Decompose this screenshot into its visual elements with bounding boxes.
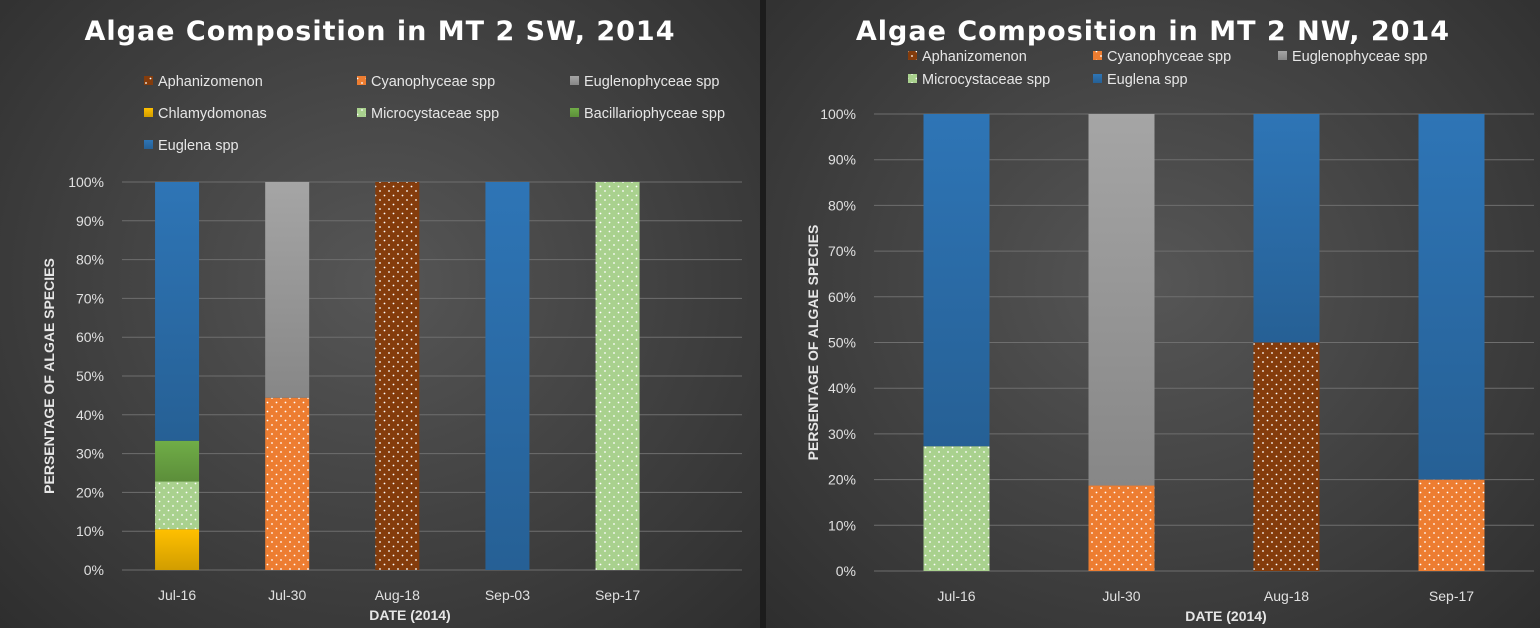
x-tick-label: Jul-30	[268, 587, 306, 603]
legend-swatch-euglenophyceae-spp	[570, 76, 579, 85]
chart-title-nw: Algae Composition in MT 2 NW, 2014	[855, 16, 1451, 47]
legend-swatch-euglenophyceae-spp	[1278, 51, 1287, 60]
legend-label-microcystaceae-spp: Microcystaceae spp	[371, 106, 499, 122]
y-tick-label: 50%	[76, 368, 104, 384]
bar-aphanizomenon-aug-18	[1253, 342, 1320, 571]
legend-label-euglenophyceae-spp: Euglenophyceae spp	[1292, 49, 1427, 65]
bar-chlamydomonas-jul-16	[155, 529, 200, 570]
legend-swatch-cyanophyceae-spp	[1093, 51, 1102, 60]
legend-swatch-aphanizomenon	[908, 51, 917, 60]
legend-swatch-euglena-spp	[144, 140, 153, 149]
x-tick-label: Sep-17	[1429, 588, 1474, 604]
bar-euglenophyceae-spp-jul-30	[265, 182, 310, 398]
bar-microcystaceae-spp-jul-16	[155, 481, 200, 530]
x-tick-label: Jul-30	[1102, 588, 1140, 604]
panel-divider	[760, 0, 766, 628]
legend-swatch-euglena-spp	[1093, 74, 1102, 83]
bar-euglenophyceae-spp-jul-30	[1088, 114, 1155, 486]
y-tick-label: 100%	[820, 106, 856, 122]
x-tick-label: Aug-18	[1264, 588, 1309, 604]
legend-swatch-microcystaceae-spp	[357, 108, 366, 117]
legend-label-euglena-spp: Euglena spp	[158, 138, 239, 154]
y-tick-label: 60%	[828, 289, 856, 305]
y-tick-label: 80%	[828, 197, 856, 213]
legend-label-aphanizomenon: Aphanizomenon	[922, 49, 1027, 65]
x-axis-label: DATE (2014)	[1185, 608, 1266, 624]
legend-label-aphanizomenon: Aphanizomenon	[158, 74, 263, 90]
legend-swatch-aphanizomenon	[144, 76, 153, 85]
legend-label-cyanophyceae-spp: Cyanophyceae spp	[371, 74, 495, 90]
x-tick-label: Sep-17	[595, 587, 640, 603]
y-tick-label: 40%	[828, 380, 856, 396]
y-axis-label: PERSENTAGE OF ALGAE SPECIES	[805, 225, 821, 461]
legend-label-euglena-spp: Euglena spp	[1107, 72, 1188, 88]
y-tick-label: 100%	[68, 174, 104, 190]
bar-cyanophyceae-spp-jul-30	[265, 397, 310, 570]
chart-sw: 0% 10% 20% 30% 40% 50% 60% 70% 80% 90% 100% Jul-16 J…	[41, 74, 742, 623]
y-tick-label: 50%	[828, 335, 856, 351]
legend-label-microcystaceae-spp: Microcystaceae spp	[922, 72, 1050, 88]
y-tick-label: 20%	[76, 484, 104, 500]
bar-euglena-spp-sep-03	[485, 182, 530, 570]
y-tick-label: 10%	[76, 523, 104, 539]
chart-panel-sw: Algae Composition in MT 2 SW, 2014 0% 10%…	[0, 0, 760, 628]
bar-aphanizomenon-aug-18	[375, 182, 420, 570]
y-tick-label: 10%	[828, 517, 856, 533]
bar-microcystaceae-spp-jul-16	[923, 446, 990, 571]
chart-nw: 0% 10% 20% 30% 40% 50% 60% 70% 80% 90% 100% Jul-16 J…	[805, 49, 1534, 624]
bar-euglena-spp-aug-18	[1253, 114, 1320, 343]
chart-title-sw: Algae Composition in MT 2 SW, 2014	[84, 16, 676, 47]
y-tick-label: 0%	[84, 562, 104, 578]
bar-cyanophyceae-spp-sep-17	[1418, 479, 1485, 571]
bar-bacillariophyceae-spp-jul-16	[155, 440, 200, 482]
x-tick-label: Jul-16	[158, 587, 196, 603]
y-tick-label: 20%	[828, 472, 856, 488]
y-tick-label: 80%	[76, 252, 104, 268]
y-tick-label: 70%	[76, 290, 104, 306]
x-axis-label: DATE (2014)	[369, 607, 450, 623]
legend-swatch-bacillariophyceae-spp	[570, 108, 579, 117]
chart-panel-nw: Algae Composition in MT 2 NW, 2014 0% 10%…	[766, 0, 1540, 628]
legend-label-cyanophyceae-spp: Cyanophyceae spp	[1107, 49, 1231, 65]
y-tick-label: 90%	[76, 213, 104, 229]
bar-euglena-spp-jul-16	[923, 114, 990, 447]
legend-swatch-microcystaceae-spp	[908, 74, 917, 83]
y-tick-label: 70%	[828, 243, 856, 259]
bar-cyanophyceae-spp-jul-30	[1088, 485, 1155, 571]
y-tick-label: 90%	[828, 152, 856, 168]
legend-swatch-chlamydomonas	[144, 108, 153, 117]
y-tick-label: 30%	[76, 446, 104, 462]
bar-euglena-spp-sep-17	[1418, 114, 1485, 480]
y-tick-label: 60%	[76, 329, 104, 345]
y-axis-label: PERSENTAGE OF ALGAE SPECIES	[41, 258, 57, 494]
y-tick-label: 30%	[828, 426, 856, 442]
legend-label-chlamydomonas: Chlamydomonas	[158, 106, 267, 122]
bar-euglena-spp-jul-16	[155, 182, 200, 441]
legend-label-euglenophyceae-spp: Euglenophyceae spp	[584, 74, 719, 90]
x-tick-label: Aug-18	[375, 587, 420, 603]
x-tick-label: Sep-03	[485, 587, 530, 603]
bar-microcystaceae-spp-sep-17	[595, 182, 640, 570]
x-tick-label: Jul-16	[937, 588, 975, 604]
y-tick-label: 0%	[836, 563, 856, 579]
y-tick-label: 40%	[76, 407, 104, 423]
legend-label-bacillariophyceae-spp: Bacillariophyceae spp	[584, 106, 725, 122]
legend-swatch-cyanophyceae-spp	[357, 76, 366, 85]
